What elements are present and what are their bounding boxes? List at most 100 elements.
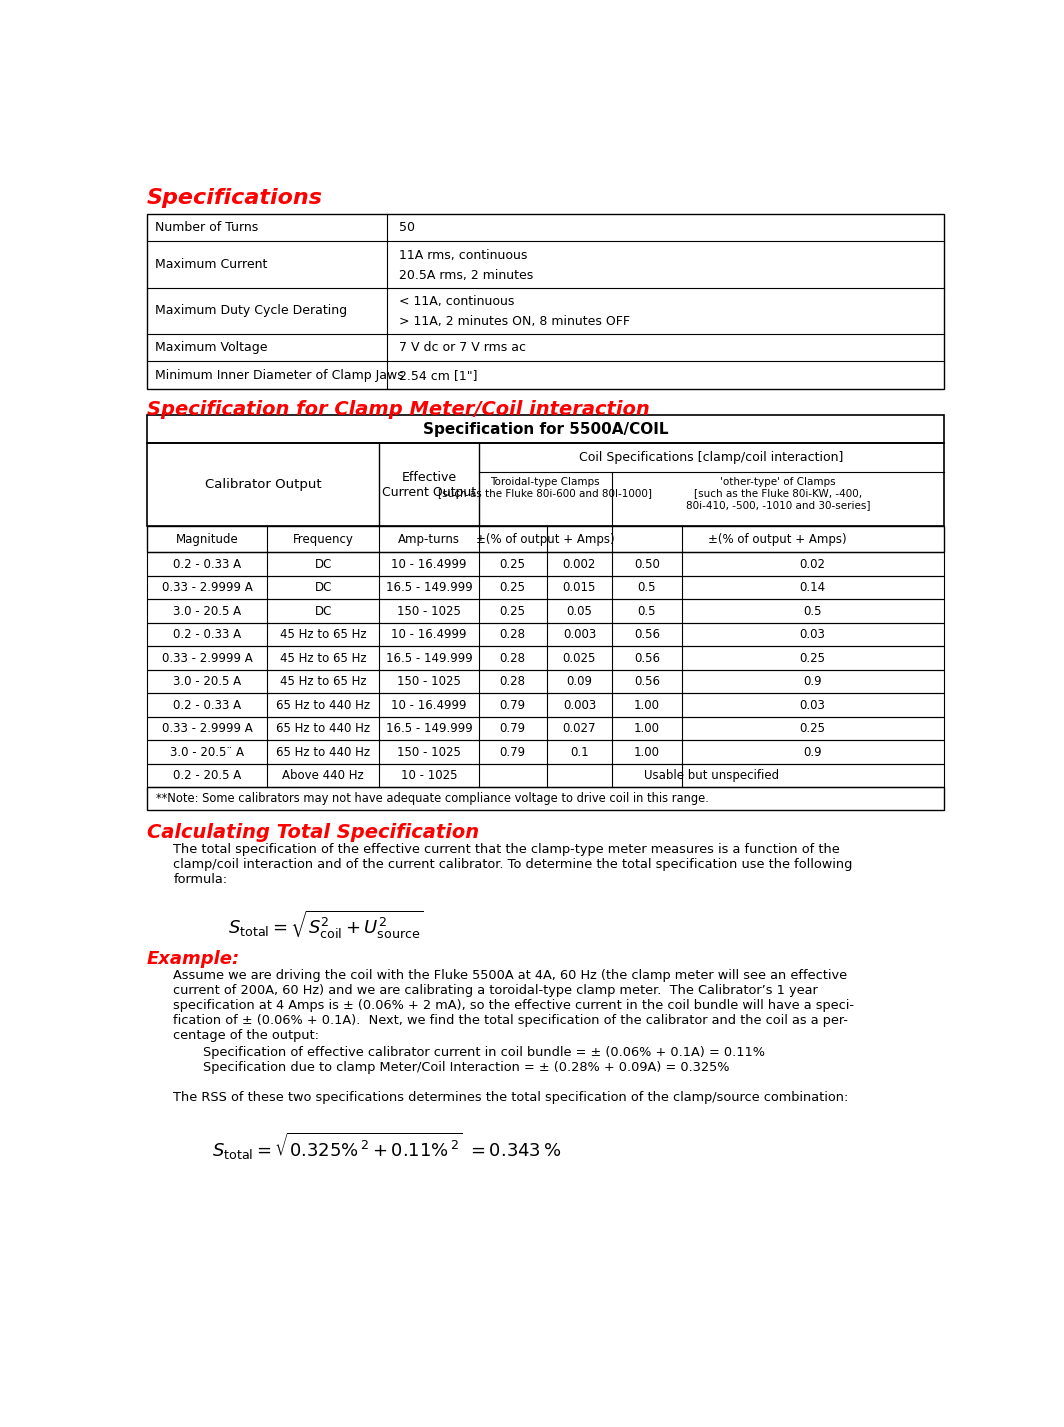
Bar [147,669,944,694]
Text: 0.33 - 2.9999 A: 0.33 - 2.9999 A [162,581,252,594]
Text: 0.03: 0.03 [800,628,826,641]
Text: 65 Hz to 440 Hz: 65 Hz to 440 Hz [277,722,370,735]
Text: $S_\mathrm{total} = \sqrt{S^2_\mathrm{coil} + U^2_\mathrm{source}}$: $S_\mathrm{total} = \sqrt{S^2_\mathrm{co… [228,908,423,940]
Text: 0.25: 0.25 [800,652,826,665]
Text: 0.25: 0.25 [500,581,526,594]
Text: 0.9: 0.9 [803,745,822,759]
Bar [147,552,944,577]
Bar [147,741,944,763]
Text: 0.2 - 20.5 A: 0.2 - 20.5 A [172,769,242,782]
Bar [147,214,944,390]
Bar [147,527,944,552]
Text: 11A rms, continuous: 11A rms, continuous [399,248,527,263]
Text: 0.5: 0.5 [637,605,656,618]
Text: Assume we are driving the coil with the Fluke 5500A at 4A, 60 Hz (the clamp mete: Assume we are driving the coil with the … [173,969,854,1042]
Text: 0.28: 0.28 [500,628,526,641]
Text: 10 - 16.4999: 10 - 16.4999 [392,699,467,712]
Bar [147,415,944,442]
Text: ±(% of output + Amps): ±(% of output + Amps) [709,532,847,545]
Text: Magnitude: Magnitude [176,532,238,545]
Text: 0.015: 0.015 [563,581,596,594]
Text: **Note: Some calibrators may not have adequate compliance voltage to drive coil : **Note: Some calibrators may not have ad… [156,792,709,805]
Text: Usable but unspecified: Usable but unspecified [644,769,779,782]
Text: Example:: Example: [147,950,240,969]
Text: 0.1: 0.1 [570,745,588,759]
Text: Specification for Clamp Meter/Coil interaction: Specification for Clamp Meter/Coil inter… [147,400,650,420]
Text: 0.25: 0.25 [800,722,826,735]
Text: 0.5: 0.5 [803,605,821,618]
Text: 65 Hz to 440 Hz: 65 Hz to 440 Hz [277,699,370,712]
Text: 3.0 - 20.5 A: 3.0 - 20.5 A [173,675,242,688]
Text: Above 440 Hz: Above 440 Hz [282,769,364,782]
Bar [147,694,944,716]
Text: 0.56: 0.56 [634,628,660,641]
Text: 1.00: 1.00 [634,722,660,735]
Text: 0.9: 0.9 [803,675,822,688]
Text: 0.79: 0.79 [500,722,526,735]
Text: 3.0 - 20.5¨ A: 3.0 - 20.5¨ A [170,745,244,759]
Text: 0.33 - 2.9999 A: 0.33 - 2.9999 A [162,652,252,665]
Text: 0.03: 0.03 [800,699,826,712]
Text: 0.33 - 2.9999 A: 0.33 - 2.9999 A [162,722,252,735]
Bar [147,599,944,622]
Text: Specifications: Specifications [147,188,323,208]
Text: Specification of effective calibrator current in coil bundle = ± (0.06% + 0.1A) : Specification of effective calibrator cu… [203,1046,765,1075]
Text: 50: 50 [399,221,415,234]
Text: 0.79: 0.79 [500,699,526,712]
Text: 2.54 cm [1"]: 2.54 cm [1"] [399,368,478,382]
Text: 16.5 - 149.999: 16.5 - 149.999 [385,581,472,594]
Text: 0.14: 0.14 [800,581,826,594]
Text: > 11A, 2 minutes ON, 8 minutes OFF: > 11A, 2 minutes ON, 8 minutes OFF [399,315,630,328]
Text: 0.25: 0.25 [500,558,526,571]
Text: 0.002: 0.002 [563,558,596,571]
Text: 150 - 1025: 150 - 1025 [397,675,461,688]
Text: 1.00: 1.00 [634,745,660,759]
Text: 1.00: 1.00 [634,699,660,712]
Text: 0.05: 0.05 [566,605,593,618]
Text: 150 - 1025: 150 - 1025 [397,605,461,618]
Text: 45 Hz to 65 Hz: 45 Hz to 65 Hz [280,675,367,688]
Text: ±(% of output + Amps): ±(% of output + Amps) [476,532,615,545]
Text: 0.56: 0.56 [634,675,660,688]
Text: 0.28: 0.28 [500,652,526,665]
Text: 16.5 - 149.999: 16.5 - 149.999 [385,722,472,735]
Text: $S_\mathrm{total} = \sqrt{0.325\%^{\,2} + 0.11\%^{\,2}}\ = 0.343\,\%$: $S_\mathrm{total} = \sqrt{0.325\%^{\,2} … [212,1130,562,1162]
Text: 150 - 1025: 150 - 1025 [397,745,461,759]
Bar [147,646,944,669]
Text: 0.003: 0.003 [563,628,596,641]
Text: Minimum Inner Diameter of Clamp Jaws: Minimum Inner Diameter of Clamp Jaws [154,368,403,382]
Text: 45 Hz to 65 Hz: 45 Hz to 65 Hz [280,652,367,665]
Text: Frequency: Frequency [293,532,353,545]
Text: 0.02: 0.02 [800,558,826,571]
Text: 0.50: 0.50 [634,558,660,571]
Text: 0.5: 0.5 [637,581,656,594]
Text: The RSS of these two specifications determines the total specification of the cl: The RSS of these two specifications dete… [173,1090,849,1103]
Text: The total specification of the effective current that the clamp-type meter measu: The total specification of the effective… [173,843,852,886]
Text: 10 - 16.4999: 10 - 16.4999 [392,558,467,571]
Text: < 11A, continuous: < 11A, continuous [399,295,514,308]
Text: Calculating Total Specification: Calculating Total Specification [147,822,479,842]
Text: Amp-turns: Amp-turns [398,532,460,545]
Text: 0.003: 0.003 [563,699,596,712]
Text: 0.2 - 0.33 A: 0.2 - 0.33 A [173,628,242,641]
Text: 3.0 - 20.5 A: 3.0 - 20.5 A [173,605,242,618]
Text: Specification for 5500A/COIL: Specification for 5500A/COIL [422,422,668,437]
Text: Effective
Current Output: Effective Current Output [382,471,476,498]
Text: 0.79: 0.79 [500,745,526,759]
Bar [147,622,944,646]
Text: 0.56: 0.56 [634,652,660,665]
Text: Maximum Duty Cycle Derating: Maximum Duty Cycle Derating [154,304,347,317]
Text: Calibrator Output: Calibrator Output [205,478,321,491]
Bar [147,577,944,599]
Text: 0.2 - 0.33 A: 0.2 - 0.33 A [173,699,242,712]
Text: 10 - 16.4999: 10 - 16.4999 [392,628,467,641]
Text: 16.5 - 149.999: 16.5 - 149.999 [385,652,472,665]
Bar [147,788,944,811]
Text: 45 Hz to 65 Hz: 45 Hz to 65 Hz [280,628,367,641]
Text: 65 Hz to 440 Hz: 65 Hz to 440 Hz [277,745,370,759]
Text: DC: DC [315,581,332,594]
Text: 0.09: 0.09 [566,675,593,688]
Text: 0.25: 0.25 [500,605,526,618]
Text: Toroidal-type Clamps
[such as the Fluke 80i-600 and 80I-1000]: Toroidal-type Clamps [such as the Fluke … [438,477,652,498]
Text: Maximum Current: Maximum Current [154,258,267,271]
